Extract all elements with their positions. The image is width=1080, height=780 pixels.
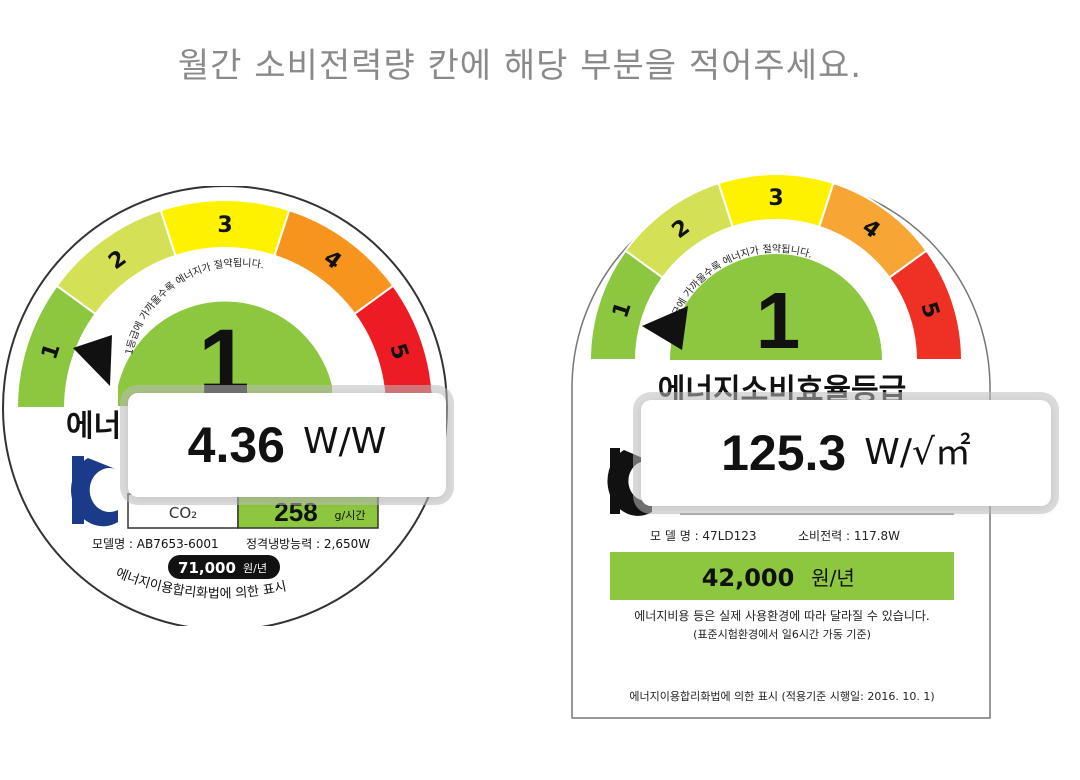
right-annual-cost-unit: 원/년 <box>811 566 855 590</box>
left-annual-cost-pill <box>168 555 280 579</box>
left-grade-number-3: 3 <box>217 213 232 238</box>
left-grade-number-1: 1 <box>37 340 66 362</box>
right-grade-number-3: 3 <box>768 186 783 211</box>
right-overlay-unit: W/√㎡ <box>864 432 971 473</box>
right-inner-grade-area <box>670 254 882 360</box>
right-annual-cost-box <box>610 552 954 600</box>
right-power-label: 소비전력 : 117.8W <box>798 529 900 543</box>
right-grade-number-5: 5 <box>915 299 944 321</box>
right-grade-pointer-icon <box>642 306 688 350</box>
left-model-label: 모델명 : AB7653-6001 <box>92 537 219 551</box>
right-kc-mark-icon <box>607 448 652 516</box>
left-value-overlay: 4.36 W/W <box>128 393 446 497</box>
left-grade-number-5: 5 <box>384 340 413 362</box>
right-note-2: (표준시험환경에서 일6시간 가동 기준) <box>693 627 871 641</box>
right-footer: 에너지이용합리화법에 의한 표시 (적용기준 시행일: 2016. 10. 1) <box>629 689 934 703</box>
right-model-label: 모 델 명 : 47LD123 <box>650 529 757 543</box>
kc-mark-icon <box>71 456 118 527</box>
left-co2-unit: g/시간 <box>335 509 366 522</box>
left-heading-partial: 에너 <box>66 409 121 444</box>
left-co2-label: CO₂ <box>169 504 197 522</box>
right-grade-number-1: 1 <box>608 299 637 321</box>
instruction-text: 월간 소비전력량 칸에 해당 부분을 적어주세요. <box>177 46 863 86</box>
left-annual-cost: 71,000 <box>178 559 236 577</box>
left-co2-value-box <box>237 493 379 529</box>
left-overlay-unit: W/W <box>303 420 387 462</box>
left-capacity-label: 정격냉방능력 : 2,650W <box>246 537 370 551</box>
right-note-1: 에너지비용 등은 실제 사용환경에 따라 달라질 수 있습니다. <box>634 609 929 623</box>
right-annual-cost: 42,000 <box>702 564 795 592</box>
right-overlay-value: 125.3 <box>721 425 847 481</box>
left-co2-value: 258 <box>274 497 317 527</box>
left-co2-label-box <box>127 493 239 529</box>
left-overlay-value: 4.36 <box>187 417 285 473</box>
left-grade-pointer-icon <box>73 335 112 386</box>
left-annual-cost-unit: 원/년 <box>243 562 267 575</box>
left-inner-grade-area <box>118 301 332 406</box>
right-value-overlay: 125.3 W/√㎡ <box>641 400 1051 506</box>
right-current-grade: 1 <box>756 276 801 365</box>
right-grade-segment-5 <box>887 249 964 361</box>
